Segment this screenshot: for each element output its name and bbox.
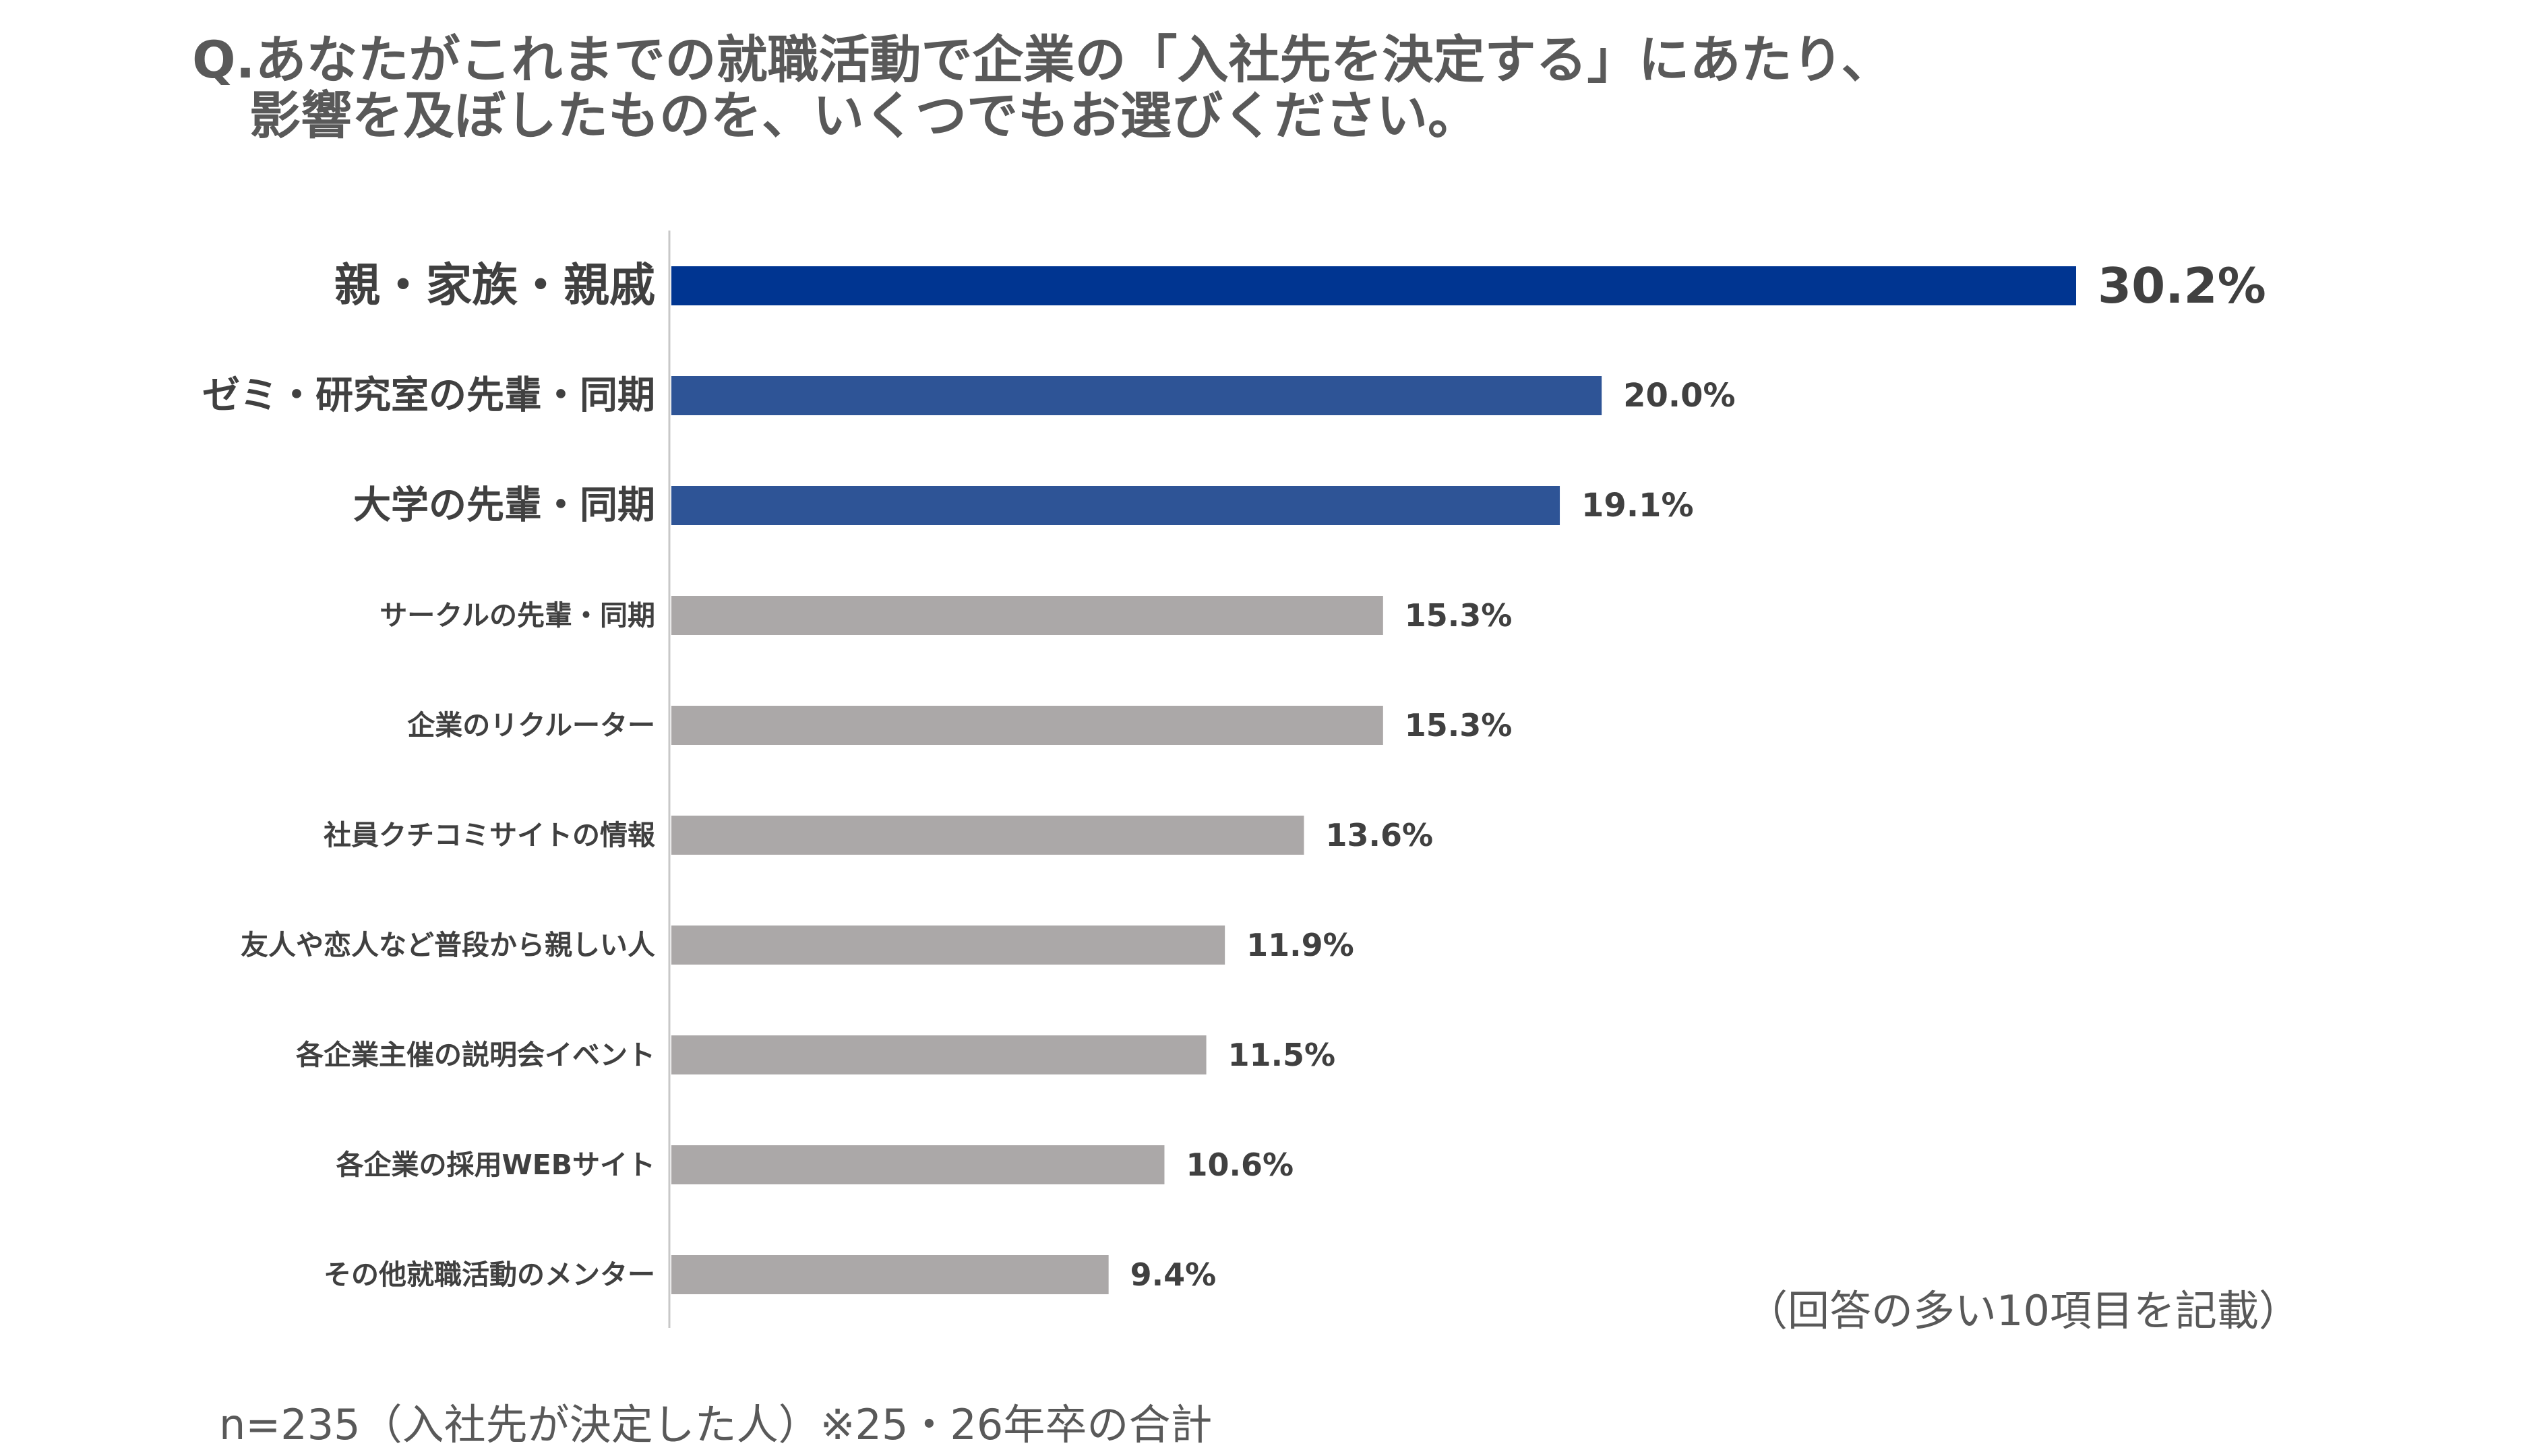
bars-group: 親・家族・親戚 30.2% ゼミ・研究室の先輩・同期 20.0% 大学の先輩・同期 19.…: [202, 257, 2266, 1294]
value-label-1: 30.2%: [2098, 257, 2266, 314]
value-label-8: 11.5%: [1228, 1037, 1336, 1073]
bar-8: [671, 1035, 1207, 1074]
value-label-6: 13.6%: [1325, 817, 1433, 853]
bar-1: [671, 266, 2076, 305]
chart-title-line1: Q.あなたがこれまでの就職活動で企業の「入社先を決定する」にあたり、: [192, 30, 1892, 90]
category-label-1: 親・家族・親戚: [334, 260, 655, 313]
category-label-5: 企業のリクルーター: [407, 709, 655, 741]
bar-2: [671, 376, 1602, 415]
bar-4: [671, 596, 1383, 635]
category-label-9: 各企業の採用WEBサイト: [336, 1149, 655, 1181]
chart-title-line2: 影響を及ぼしたものを、いくつでもお選びください。: [249, 86, 1479, 146]
bar-6: [671, 816, 1304, 855]
value-label-2: 20.0%: [1623, 377, 1736, 415]
sample-footnote: n=235（入社先が決定した人）※25・26年卒の合計: [219, 1400, 1212, 1449]
category-label-7: 友人や恋人など普段から親しい人: [241, 929, 655, 961]
bar-3: [671, 486, 1560, 525]
bar-10: [671, 1255, 1109, 1294]
value-label-9: 10.6%: [1186, 1147, 1294, 1183]
category-label-10: その他就職活動のメンター: [324, 1258, 655, 1291]
value-label-3: 19.1%: [1581, 487, 1694, 524]
value-label-10: 9.4%: [1130, 1256, 1217, 1293]
value-label-5: 15.3%: [1405, 707, 1513, 744]
value-label-4: 15.3%: [1405, 597, 1513, 634]
value-label-7: 11.9%: [1246, 927, 1354, 963]
bar-5: [671, 706, 1383, 745]
bar-7: [671, 926, 1225, 965]
bar-9: [671, 1145, 1165, 1184]
category-label-4: サークルの先輩・同期: [379, 599, 655, 632]
category-label-2: ゼミ・研究室の先輩・同期: [202, 374, 655, 418]
category-label-6: 社員クチコミサイトの情報: [324, 819, 655, 851]
category-label-8: 各企業主催の説明会イベント: [296, 1039, 655, 1071]
chart-note: （回答の多い10項目を記載）: [1746, 1286, 2301, 1335]
category-label-3: 大学の先輩・同期: [353, 484, 655, 528]
